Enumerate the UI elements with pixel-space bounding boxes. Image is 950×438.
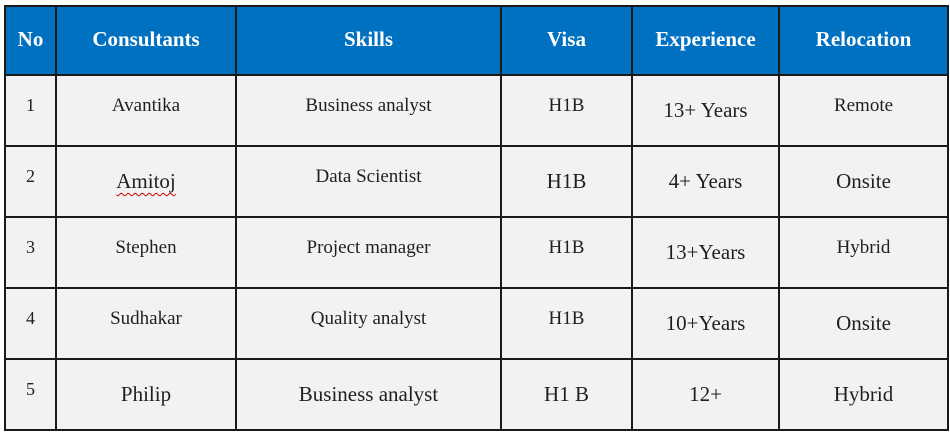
cell-experience: 4+ Years — [631, 145, 780, 218]
cell-no: 1 — [4, 74, 57, 147]
cell-visa: H1B — [500, 74, 633, 147]
consultants-table: No Consultants Skills Visa Experience Re… — [4, 5, 949, 431]
cell-skills: Business analyst — [235, 74, 502, 147]
header-relocation: Relocation — [778, 5, 949, 76]
cell-skills: Project manager — [235, 216, 502, 289]
cell-relocation: Remote — [778, 74, 949, 147]
cell-consultant: Sudhakar — [55, 287, 237, 360]
table-row: 3 Stephen Project manager H1B 13+Years H… — [4, 216, 949, 289]
cell-no: 3 — [4, 216, 57, 289]
spellcheck-flagged-name[interactable]: Amitoj — [116, 169, 176, 193]
header-visa: Visa — [500, 5, 633, 76]
cell-skills: Data Scientist — [235, 145, 502, 218]
cell-experience: 13+ Years — [631, 74, 780, 147]
consultants-table-container: No Consultants Skills Visa Experience Re… — [4, 5, 949, 431]
cell-relocation: Hybrid — [778, 216, 949, 289]
cell-skills: Quality analyst — [235, 287, 502, 360]
header-no: No — [4, 5, 57, 76]
header-consultants: Consultants — [55, 5, 237, 76]
cell-skills: Business analyst — [235, 358, 502, 431]
table-row: 2 Amitoj Data Scientist H1B 4+ Years Ons… — [4, 145, 949, 218]
cell-no: 5 — [4, 358, 57, 431]
cell-experience: 10+Years — [631, 287, 780, 360]
table-row: 5 Philip Business analyst H1 B 12+ Hybri… — [4, 358, 949, 431]
cell-relocation: Hybrid — [778, 358, 949, 431]
cell-no: 4 — [4, 287, 57, 360]
cell-consultant: Stephen — [55, 216, 237, 289]
cell-consultant: Avantika — [55, 74, 237, 147]
table-row: 4 Sudhakar Quality analyst H1B 10+Years … — [4, 287, 949, 360]
cell-experience: 12+ — [631, 358, 780, 431]
cell-visa: H1 B — [500, 358, 633, 431]
cell-no: 2 — [4, 145, 57, 218]
cell-consultant: Amitoj — [55, 145, 237, 218]
cell-relocation: Onsite — [778, 145, 949, 218]
cell-visa: H1B — [500, 145, 633, 218]
table-header: No Consultants Skills Visa Experience Re… — [4, 5, 949, 76]
header-row: No Consultants Skills Visa Experience Re… — [4, 5, 949, 76]
table-body: 1 Avantika Business analyst H1B 13+ Year… — [4, 74, 949, 431]
table-row: 1 Avantika Business analyst H1B 13+ Year… — [4, 74, 949, 147]
cell-relocation: Onsite — [778, 287, 949, 360]
cell-consultant: Philip — [55, 358, 237, 431]
header-experience: Experience — [631, 5, 780, 76]
cell-experience: 13+Years — [631, 216, 780, 289]
cell-visa: H1B — [500, 216, 633, 289]
header-skills: Skills — [235, 5, 502, 76]
cell-visa: H1B — [500, 287, 633, 360]
